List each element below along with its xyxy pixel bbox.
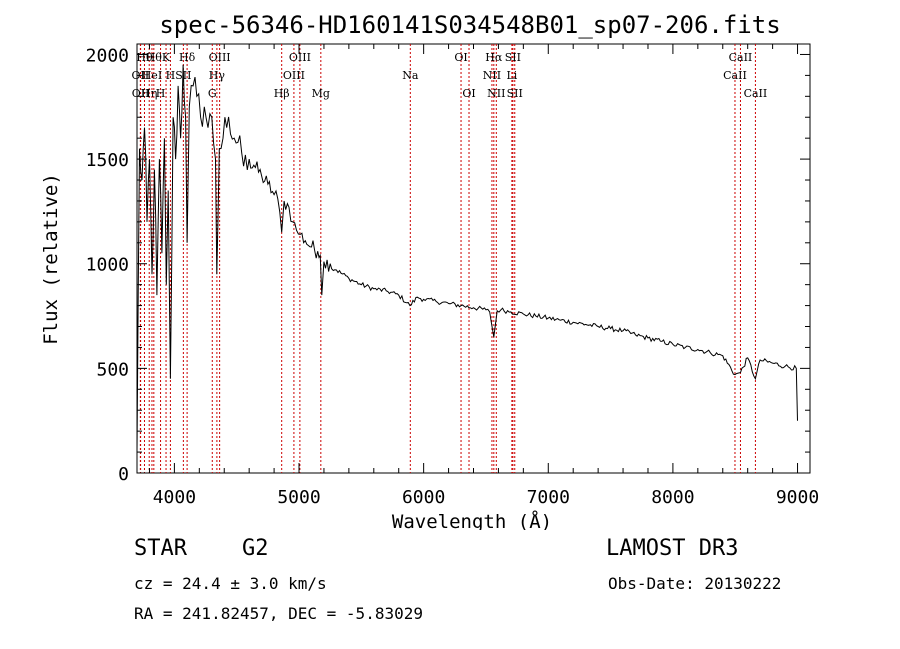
line-marker-label: Hβ — [274, 87, 290, 100]
line-marker-label: Hη — [141, 87, 157, 100]
y-tick-label: 1500 — [86, 150, 129, 171]
line-marker-label: G — [208, 87, 217, 100]
y-tick-label: 2000 — [86, 45, 129, 66]
line-marker-label: NII — [487, 87, 505, 100]
line-marker-label: CaII — [729, 51, 753, 64]
line-marker-label: Mg — [312, 87, 330, 100]
line-marker-label: OIII — [283, 69, 305, 82]
line-marker-label: Na — [402, 69, 419, 82]
line-marker-label: HeI — [142, 69, 162, 82]
plot-frame — [136, 43, 811, 474]
line-marker-label: OII — [132, 87, 150, 100]
x-tick-label: 8000 — [651, 487, 694, 508]
y-tick-label: 500 — [96, 359, 129, 380]
line-marker-label: CaII — [744, 87, 768, 100]
redshift-text: cz = 24.4 ± 3.0 km/s — [134, 574, 327, 593]
line-marker-label: Li — [506, 69, 517, 82]
line-marker-label: Hθ — [146, 51, 163, 64]
y-tick-label: 1000 — [86, 255, 129, 276]
x-tick-label: 5000 — [277, 487, 320, 508]
line-marker-label: OIII — [209, 51, 231, 64]
axis-ticks: 4000 5000 6000 7000 8000 9000 0 500 1000 1500 2000 — [86, 44, 819, 508]
line-marker-label: Hγ — [209, 69, 226, 82]
line-marker-label: Hα — [485, 51, 503, 64]
line-marker-label: H — [156, 87, 166, 100]
x-tick-label: 9000 — [776, 487, 819, 508]
x-tick-label: 4000 — [153, 487, 196, 508]
line-marker-label: K — [162, 51, 171, 64]
line-marker-label: OI — [462, 87, 475, 100]
line-marker-label: H — [166, 69, 176, 82]
object-class: STAR — [134, 536, 187, 561]
chart-title: spec-56346-HD160141S034548B01_sp07-206.f… — [159, 11, 780, 39]
x-tick-label: 7000 — [527, 487, 570, 508]
line-marker-label: CaII — [723, 69, 747, 82]
y-axis-label: Flux (relative) — [40, 173, 62, 345]
line-marker-label: SII — [507, 87, 523, 100]
x-tick-label: 6000 — [402, 487, 445, 508]
survey-name: LAMOST DR3 — [606, 536, 739, 561]
coordinates-text: RA = 241.82457, DEC = -5.83029 — [134, 604, 423, 623]
marker-lines — [139, 44, 756, 473]
line-marker-label: NII — [483, 69, 501, 82]
y-tick-label: 0 — [118, 464, 129, 485]
object-subclass: G2 — [242, 536, 269, 561]
line-marker-label: Hδ — [179, 51, 196, 64]
x-axis-label: Wavelength (Å) — [392, 510, 552, 530]
spectrum-chart: spec-56346-HD160141S034548B01_sp07-206.f… — [40, 11, 819, 530]
observation-date: Obs-Date: 20130222 — [608, 574, 782, 593]
spectrum-line — [136, 64, 798, 453]
line-marker-label: OIII — [289, 51, 311, 64]
line-marker-label: SII — [505, 51, 521, 64]
line-marker-label: OI — [454, 51, 467, 64]
